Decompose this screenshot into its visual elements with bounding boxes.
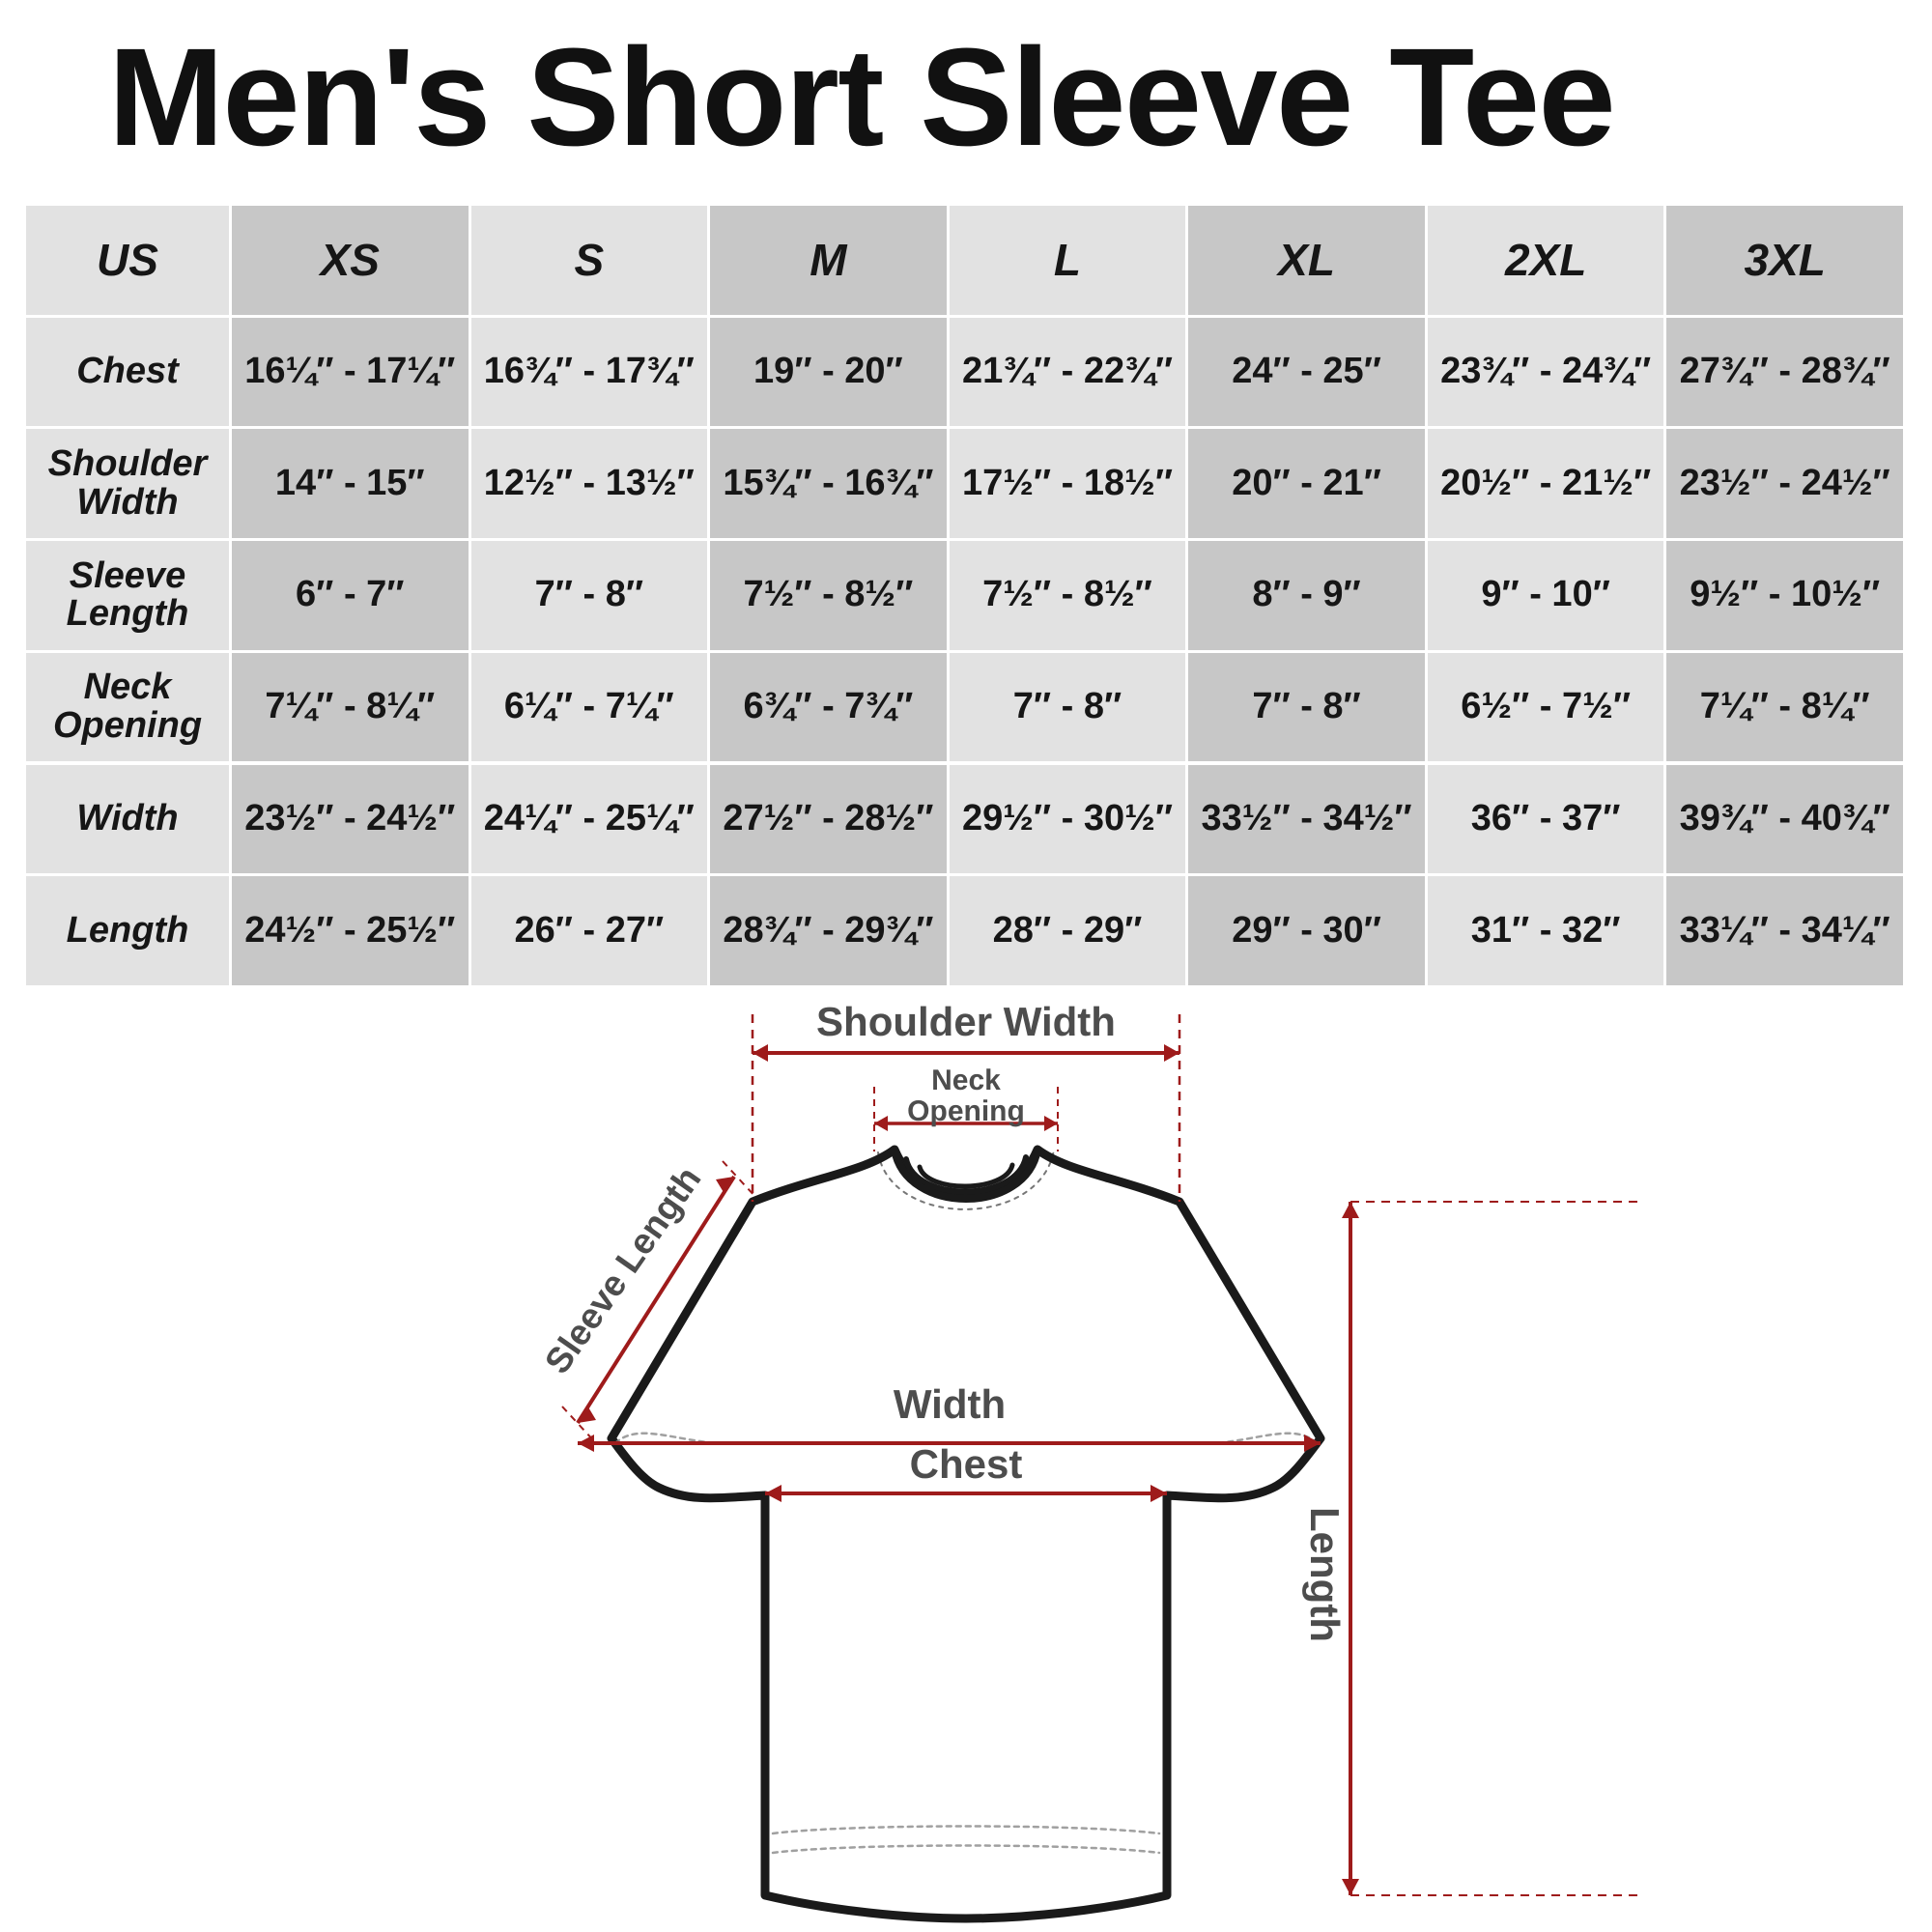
svg-text:Width: Width — [894, 1381, 1006, 1427]
svg-text:Opening: Opening — [907, 1095, 1025, 1127]
svg-text:Shoulder Width: Shoulder Width — [816, 999, 1116, 1044]
svg-text:Chest: Chest — [910, 1441, 1023, 1487]
svg-text:Length: Length — [1302, 1507, 1348, 1642]
svg-text:Neck: Neck — [931, 1065, 1001, 1096]
